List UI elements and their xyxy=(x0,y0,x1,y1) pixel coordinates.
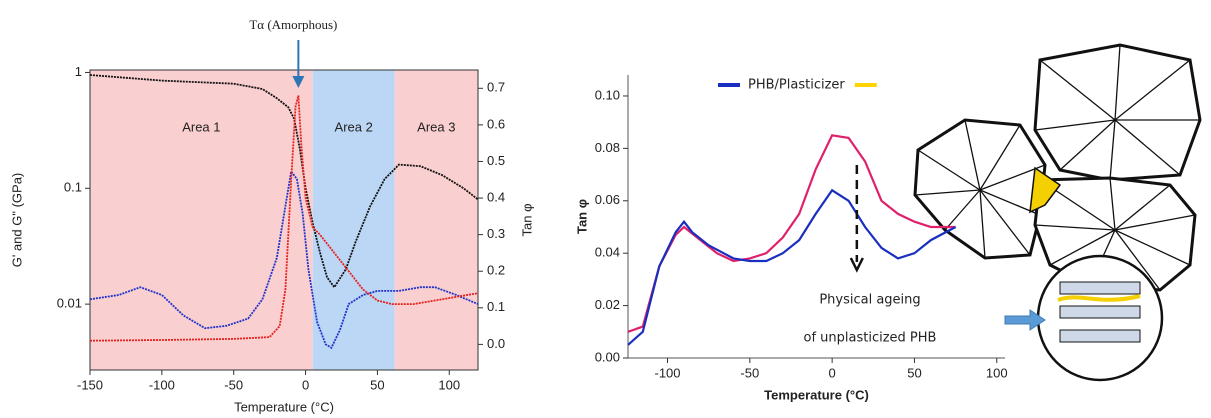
spoke xyxy=(979,189,986,259)
y-tick-label: 0.1 xyxy=(64,180,82,195)
annotation-text: of unplasticized PHB xyxy=(804,331,937,346)
x-tick-label: -100 xyxy=(149,377,175,392)
spoke xyxy=(1034,119,1116,131)
legend-label: PHB/Plasticizer xyxy=(748,78,845,93)
annotation-text: Physical ageing xyxy=(819,293,920,308)
spoke xyxy=(1049,229,1116,266)
y2-tick-label: 0.4 xyxy=(487,189,505,204)
x-tick-label: 100 xyxy=(438,377,460,392)
y-tick-label: 0.06 xyxy=(595,192,620,207)
spoke xyxy=(917,149,981,191)
area-shade xyxy=(90,70,313,370)
lamella xyxy=(1059,281,1141,295)
area-label: Area 1 xyxy=(182,119,220,134)
y2-tick-label: 0.3 xyxy=(487,226,505,241)
spoke xyxy=(1114,184,1171,231)
y2-tick-label: 0.2 xyxy=(487,263,505,278)
data-line xyxy=(89,95,479,342)
y-axis-label: Tan φ xyxy=(574,199,589,234)
x-tick-label: 0 xyxy=(302,377,309,392)
x-tick-label: -150 xyxy=(77,377,103,392)
y-tick-label: 1 xyxy=(75,64,82,79)
filler xyxy=(1029,166,1062,214)
y2-axis-label: Tan φ xyxy=(519,203,534,236)
x-tick-label: 100 xyxy=(986,365,1008,380)
data-line xyxy=(627,134,956,333)
y2-tick-label: 0.7 xyxy=(487,80,505,95)
spoke xyxy=(1114,119,1181,176)
arrow-head xyxy=(292,76,305,88)
y-tick-label: 0.08 xyxy=(595,140,620,155)
area-label: Area 3 xyxy=(417,119,455,134)
y-axis-label: G' and G" (GPa) xyxy=(9,173,24,268)
area-shade xyxy=(394,70,478,370)
data-line xyxy=(89,169,479,350)
plot-frame xyxy=(89,69,479,371)
y-tick-label: 0.00 xyxy=(595,349,620,364)
spoke xyxy=(1114,229,1191,266)
spoke xyxy=(1059,119,1116,171)
y-tick-label: 0.02 xyxy=(595,297,620,312)
spoke xyxy=(1114,59,1191,121)
spoke xyxy=(1109,119,1116,181)
spoke xyxy=(1034,224,1116,231)
spoke xyxy=(944,189,981,231)
spoke xyxy=(914,189,981,196)
y-tick-label: 0.04 xyxy=(595,245,620,260)
x-tick-label: 0 xyxy=(829,365,836,380)
x-tick-label: 50 xyxy=(370,377,384,392)
spoke xyxy=(1114,44,1121,121)
spoke xyxy=(979,189,1031,256)
spoke xyxy=(1039,59,1116,121)
arrow-head xyxy=(849,257,864,273)
x-tick-label: -50 xyxy=(740,365,759,380)
y2-tick-label: 0.5 xyxy=(487,153,505,168)
x-axis-label: Temperature (°C) xyxy=(234,399,334,414)
area-label: Area 2 xyxy=(335,119,373,134)
data-line xyxy=(627,188,957,346)
pointer-arrow xyxy=(1004,309,1046,331)
spoke xyxy=(1109,177,1116,231)
annotation-text: Tα (Amorphous) xyxy=(249,17,337,32)
spoke xyxy=(1114,229,1161,291)
lamella xyxy=(1059,329,1141,343)
chain xyxy=(1057,294,1141,302)
lamella xyxy=(1059,305,1141,319)
spoke xyxy=(1114,214,1196,231)
y-tick-label: 0.10 xyxy=(595,87,620,102)
spherulite-illustration xyxy=(913,43,1202,382)
y-tick-label: 0.01 xyxy=(57,296,82,311)
y2-tick-label: 0.0 xyxy=(487,336,505,351)
x-tick-label: -50 xyxy=(224,377,243,392)
y2-tick-label: 0.1 xyxy=(487,299,505,314)
x-tick-label: 50 xyxy=(907,365,921,380)
x-tick-label: -100 xyxy=(654,365,680,380)
y2-tick-label: 0.6 xyxy=(487,116,505,131)
x-axis-label: Temperature (°C) xyxy=(764,387,869,402)
grain xyxy=(1033,43,1202,182)
spoke xyxy=(979,124,1021,191)
area-shade xyxy=(312,70,395,370)
spoke xyxy=(964,119,981,191)
data-line xyxy=(89,74,479,289)
